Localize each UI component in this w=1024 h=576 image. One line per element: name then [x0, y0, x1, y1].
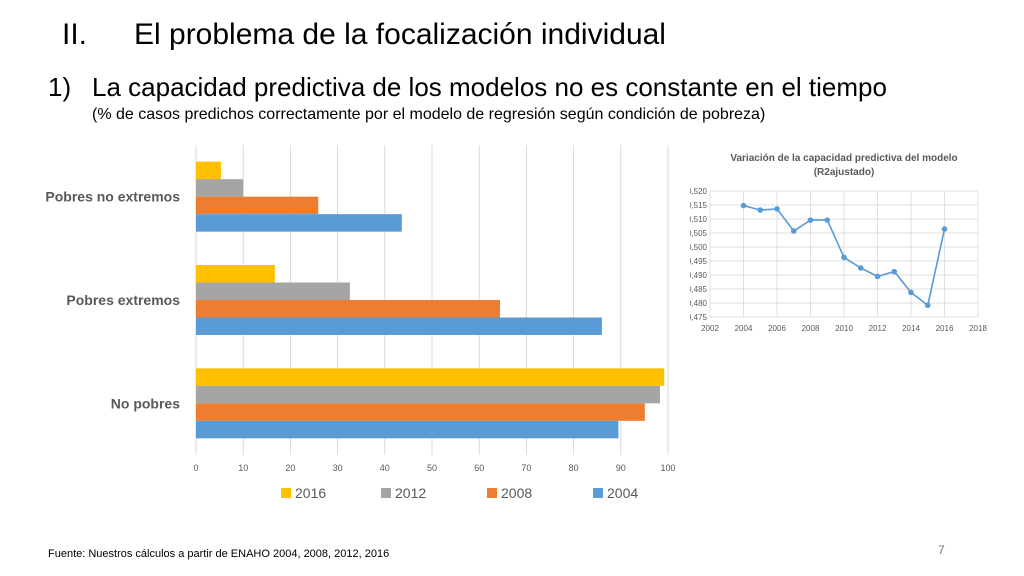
x-tick-label: 30	[333, 463, 343, 473]
x-tick-label: 90	[616, 463, 626, 473]
bar	[196, 300, 500, 318]
y-tick-label: 0,490	[690, 271, 708, 280]
bar	[196, 214, 402, 232]
source-note: Fuente: Nuestros cálculos a partir de EN…	[48, 548, 390, 560]
legend-swatch	[381, 488, 391, 498]
y-tick-label: 0,520	[690, 187, 708, 196]
bar	[196, 403, 645, 421]
bar	[196, 265, 275, 283]
x-tick-label: 100	[660, 463, 675, 473]
data-point	[757, 207, 764, 213]
point-note: (% de casos predichos correctamente por …	[92, 106, 766, 123]
x-tick-label: 2014	[902, 324, 920, 333]
data-point	[891, 268, 898, 275]
y-tick-label: 0,480	[690, 299, 708, 308]
legend-label: 2016	[295, 485, 326, 501]
x-tick-label: 50	[427, 463, 437, 473]
x-tick-label: 2006	[768, 324, 786, 333]
data-point	[874, 273, 881, 280]
x-tick-label: 60	[474, 463, 484, 473]
data-point	[941, 226, 948, 232]
y-tick-label: 0,475	[690, 313, 708, 322]
bar-chart: 0 10 20 30 40 50 60 70 80 90 100 Pobres no extremos…	[45, 145, 676, 501]
data-point	[824, 217, 831, 223]
section-number: II.	[62, 18, 88, 51]
x-tick-label: 2010	[835, 324, 853, 333]
data-point	[857, 265, 864, 271]
bar	[196, 420, 619, 439]
legend-item: 2004	[593, 485, 638, 501]
legend-label: 2012	[395, 485, 426, 501]
point-title: La capacidad predictiva de los modelos n…	[92, 72, 887, 102]
bar	[196, 317, 602, 335]
section-title: El problema de la focalización individua…	[134, 18, 666, 51]
data-point	[841, 254, 847, 261]
point-heading: 1) La capacidad predictiva de los modelos…	[48, 72, 887, 103]
x-tick-label: 2004	[735, 324, 753, 333]
legend-swatch	[281, 488, 291, 498]
category-label: Pobres extremos	[66, 292, 180, 308]
x-tick-label: 2012	[869, 324, 887, 333]
chart-subtitle: (R2ajustado)	[814, 167, 875, 178]
x-tick-label: 2002	[701, 324, 719, 333]
bar	[196, 161, 222, 180]
point-number: 1)	[48, 72, 72, 102]
x-tick-label: 20	[285, 463, 295, 473]
legend-swatch	[593, 488, 603, 498]
x-tick-label: 2016	[936, 324, 954, 333]
category-label: Pobres no extremos	[45, 189, 180, 205]
x-tick-label: 0	[193, 463, 198, 473]
x-tick-label: 2018	[969, 324, 987, 333]
bar	[196, 385, 660, 404]
legend-item: 2008	[487, 485, 532, 501]
legend-label: 2004	[607, 485, 638, 501]
x-tick-label: 70	[521, 463, 531, 473]
x-tick-label: 80	[569, 463, 579, 473]
chart-title: Variación de la capacidad predictiva del…	[730, 153, 957, 164]
line-chart: Variación de la capacidad predictiva del…	[690, 153, 987, 333]
y-tick-label: 0,505	[690, 229, 708, 238]
bar	[196, 282, 350, 300]
legend-item: 2012	[381, 485, 426, 501]
legend-swatch	[487, 488, 497, 498]
y-tick-label: 0,515	[690, 201, 708, 210]
y-tick-label: 0,500	[690, 243, 708, 252]
data-point	[790, 228, 797, 234]
x-tick-label: 2008	[802, 324, 820, 333]
data-point	[807, 217, 814, 223]
bar	[196, 179, 244, 197]
x-tick-label: 10	[238, 463, 248, 473]
legend-item: 2016	[281, 485, 326, 501]
section-heading: II. El problema de la focalización indivi…	[62, 18, 666, 52]
category-label: No pobres	[111, 395, 180, 411]
legend: 2016 2012 2008 2004	[281, 485, 638, 501]
page-number: 7	[938, 543, 945, 557]
x-tick-label: 40	[380, 463, 390, 473]
data-point	[908, 289, 914, 296]
bar	[196, 196, 319, 215]
data-point	[740, 202, 747, 209]
data-point	[924, 302, 931, 309]
bar	[196, 368, 665, 386]
legend-label: 2008	[501, 485, 532, 501]
y-tick-label: 0,510	[690, 215, 708, 224]
y-tick-label: 0,495	[690, 257, 708, 266]
data-point	[774, 206, 780, 212]
y-tick-label: 0,485	[690, 285, 708, 294]
